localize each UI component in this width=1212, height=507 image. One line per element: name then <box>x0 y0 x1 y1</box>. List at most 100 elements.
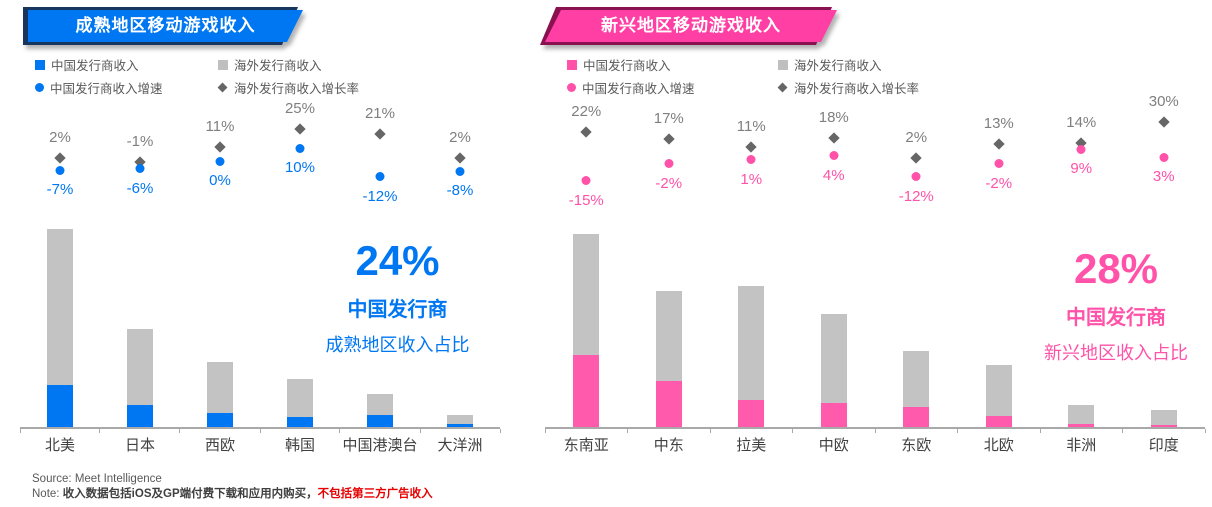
overseas-revenue-segment <box>1068 405 1095 424</box>
china-revenue-segment <box>286 417 313 427</box>
china-growth-label: 1% <box>740 170 763 188</box>
axis-tick <box>1122 429 1123 433</box>
emerging-regions-chart: 新兴地区移动游戏收入 中国发行商收入 海外发行商收入 中国发行商收入增速 海外发行商收… <box>545 8 1206 468</box>
stacked-bar <box>286 379 313 427</box>
stacked-bar <box>655 291 682 427</box>
china-share-callout: 28% 中国发行商 新兴地区收入占比 <box>1021 248 1211 365</box>
diamond-legend-marker-icon <box>217 82 228 93</box>
overseas-revenue-segment <box>738 286 765 400</box>
china-revenue-segment <box>573 355 600 427</box>
bar-column <box>958 222 1041 427</box>
emerging-regions-title-banner: 新兴地区移动游戏收入 <box>545 10 837 42</box>
dot-legend-marker-icon <box>35 83 44 92</box>
stacked-bar <box>985 365 1012 427</box>
legend-item: 中国发行商收入 <box>567 55 778 74</box>
overseas-growth-diamond-marker <box>54 152 66 165</box>
overseas-growth-label: 11% <box>205 117 235 135</box>
category-label: 大洋洲 <box>437 437 483 454</box>
callout-description: 新兴地区收入占比 <box>1044 343 1188 363</box>
bar-column <box>710 222 793 427</box>
china-growth-label: 9% <box>1070 160 1093 178</box>
footer-notes: Source: Meet Intelligence Note: 收入数据包括iO… <box>32 472 433 502</box>
legend-label: 海外发行商收入增长率 <box>234 82 360 96</box>
overseas-revenue-segment <box>903 351 930 407</box>
stacked-bar <box>46 229 73 427</box>
china-growth-dot-marker <box>375 172 385 182</box>
china-growth-label: -6% <box>126 179 154 197</box>
overseas-growth-diamond-marker <box>745 141 757 153</box>
scatter-column: 2% -12% <box>875 100 958 215</box>
overseas-revenue-segment <box>286 379 313 417</box>
square-legend-marker-icon <box>218 59 228 70</box>
overseas-revenue-segment <box>126 329 153 405</box>
overseas-growth-label: 11% <box>736 117 766 135</box>
bar-column <box>180 222 260 427</box>
category-label: 东南亚 <box>563 437 609 454</box>
china-growth-label: 4% <box>822 166 845 184</box>
overseas-growth-label: 21% <box>364 104 395 122</box>
china-growth-dot-marker <box>455 166 465 176</box>
overseas-growth-label: 2% <box>49 129 71 147</box>
overseas-revenue-segment <box>820 314 847 403</box>
china-revenue-segment <box>903 407 930 427</box>
category-label: 西欧 <box>204 437 235 454</box>
china-growth-dot-marker <box>829 151 839 161</box>
bar-column <box>875 222 958 427</box>
scatter-column: 17% -2% <box>628 100 711 215</box>
overseas-growth-label: 30% <box>1148 93 1179 110</box>
axis-tick <box>419 429 421 433</box>
china-revenue-segment <box>1150 425 1177 427</box>
china-growth-dot-marker <box>1076 144 1086 154</box>
china-growth-label: -2% <box>985 174 1013 192</box>
bar-column <box>260 222 340 427</box>
overseas-growth-diamond-marker <box>1158 116 1170 128</box>
china-growth-label: -12% <box>362 187 398 205</box>
china-revenue-segment <box>46 385 73 427</box>
china-growth-label: 10% <box>284 159 315 176</box>
legend-item: 中国发行商收入 <box>35 55 218 74</box>
overseas-revenue-segment <box>655 291 682 381</box>
legend-label: 海外发行商收入 <box>234 59 322 73</box>
scatter-column: 2% -8% <box>420 100 500 215</box>
category-label: 中欧 <box>818 437 849 454</box>
overseas-growth-label: -1% <box>126 133 154 151</box>
overseas-growth-label: 2% <box>905 129 928 147</box>
legend-label: 中国发行商收入增速 <box>50 82 163 96</box>
axis-tick <box>1204 429 1206 433</box>
note-red-text: 不包括第三方广告收入 <box>317 487 433 500</box>
category-axis-labels: 东南亚 中东 拉美 中欧 东欧 北欧 非洲 印度 <box>545 434 1205 456</box>
bar-column <box>340 222 420 427</box>
source-line: Source: Meet Intelligence <box>32 473 162 485</box>
stacked-bar <box>446 415 473 427</box>
china-growth-dot-marker <box>215 156 225 166</box>
scatter-column: 30% 3% <box>1123 93 1206 215</box>
axis-tick <box>957 429 958 433</box>
bar-column <box>20 222 100 427</box>
square-legend-marker-icon <box>778 59 788 70</box>
category-label: 拉美 <box>736 437 767 454</box>
chart-title: 新兴地区移动游戏收入 <box>545 10 837 42</box>
callout-description: 成熟地区收入占比 <box>325 335 470 355</box>
china-growth-dot-marker <box>135 164 145 174</box>
diamond-legend-marker-icon <box>777 82 788 93</box>
overseas-growth-diamond-marker <box>374 128 386 140</box>
category-axis-labels: 北美 日本 西欧 韩国 中国港澳台 大洋洲 <box>20 434 500 456</box>
overseas-growth-diamond-marker <box>910 152 922 165</box>
scatter-column: 13% -2% <box>958 100 1041 215</box>
overseas-revenue-segment <box>366 394 393 415</box>
china-share-callout: 24% 中国发行商 成熟地区收入占比 <box>305 240 490 357</box>
overseas-growth-label: 14% <box>1066 113 1097 131</box>
stacked-bar <box>1150 410 1177 427</box>
china-growth-label: -15% <box>568 191 604 209</box>
overseas-revenue-segment <box>573 234 600 355</box>
scatter-column: 2% -7% <box>20 100 100 215</box>
stacked-bar <box>903 351 930 427</box>
overseas-growth-label: 17% <box>653 109 684 127</box>
stacked-bar-plot <box>19 222 501 433</box>
mature-regions-title-banner: 成熟地区移动游戏收入 <box>28 10 303 42</box>
overseas-growth-diamond-marker <box>580 126 592 139</box>
overseas-growth-label: 25% <box>284 99 315 117</box>
china-growth-label: -8% <box>446 182 474 200</box>
legend-label: 中国发行商收入 <box>51 59 139 73</box>
